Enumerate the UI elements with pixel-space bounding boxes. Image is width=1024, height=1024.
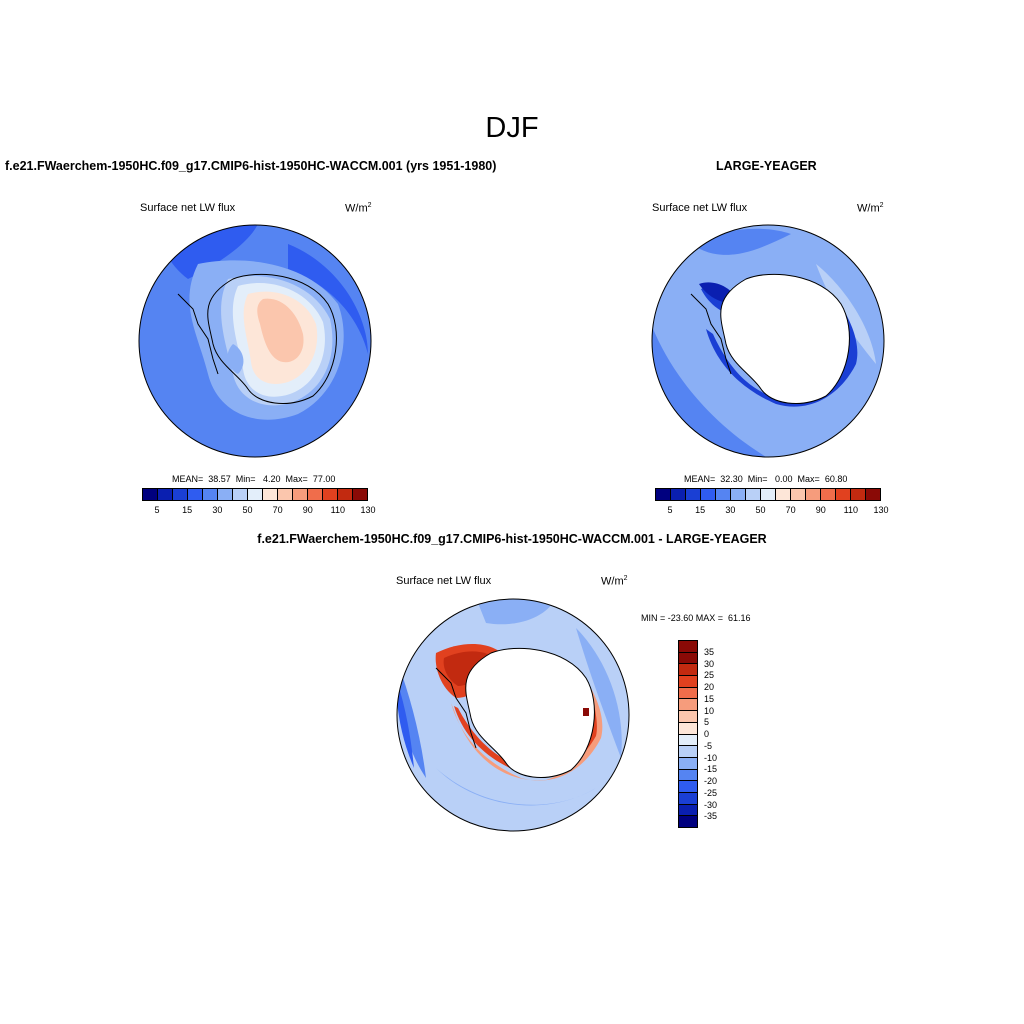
colorbar-box [806, 489, 821, 500]
colorbar-box [656, 489, 671, 500]
panel2-polar-map [651, 224, 885, 458]
colorbar-box [679, 722, 697, 735]
colorbar-box [679, 652, 697, 665]
colorbar-tick-label: 15 [704, 693, 715, 704]
colorbar-tick-label: 110 [330, 505, 346, 515]
colorbar-tick-label: 70 [272, 505, 283, 515]
colorbar-box [776, 489, 791, 500]
colorbar-tick-label: 5 [704, 717, 710, 728]
colorbar-box [173, 489, 188, 500]
panel1-stats: MEAN= 38.57 Min= 4.20 Max= 77.00 [172, 474, 336, 484]
colorbar-box [679, 769, 697, 782]
colorbar-tick-label: 15 [695, 505, 706, 515]
colorbar-box [679, 792, 697, 805]
colorbar-box [293, 489, 308, 500]
colorbar-tick-label: 10 [704, 705, 715, 716]
colorbar-box [821, 489, 836, 500]
panel3-colorbar-labels: 35 30 25 20 15 10 5 0 -5 -10 -15 -20 -25 -30 -35 [704, 640, 744, 828]
panel2-colorbar [655, 488, 881, 501]
colorbar-tick-label: 50 [242, 505, 253, 515]
colorbar-box [248, 489, 263, 500]
colorbar-box [308, 489, 323, 500]
colorbar-tick-label: 25 [704, 670, 715, 681]
colorbar-box [671, 489, 686, 500]
colorbar-box [278, 489, 293, 500]
colorbar-tick-label: -15 [704, 764, 718, 775]
colorbar-tick-label: 130 [873, 505, 889, 515]
colorbar-tick-label: 30 [704, 658, 715, 669]
colorbar-box [679, 664, 697, 677]
colorbar-box [791, 489, 806, 500]
panel3-case-title: f.e21.FWaerchem-1950HC.f09_g17.CMIP6-his… [257, 532, 767, 546]
colorbar-box [679, 746, 697, 758]
panel3-units-label: W/m2 [601, 575, 628, 588]
colorbar-box [233, 489, 248, 500]
colorbar-tick-label: 90 [815, 505, 826, 515]
colorbar-box [679, 734, 697, 747]
colorbar-box [746, 489, 761, 500]
panel1-polar-map [138, 224, 372, 458]
colorbar-tick-label: 30 [725, 505, 736, 515]
panel1-colorbar-labels: 5 15 30 50 70 90 110 130 [142, 505, 376, 517]
panel3-variable-label: Surface net LW flux [396, 575, 492, 587]
panel1-units-label: W/m2 [345, 202, 372, 215]
colorbar-box [761, 489, 776, 500]
panel2-colorbar-labels: 5 15 30 50 70 90 110 130 [655, 505, 889, 517]
colorbar-box [731, 489, 746, 500]
colorbar-box [679, 711, 697, 723]
colorbar-box [716, 489, 731, 500]
colorbar-tick-label: -25 [704, 787, 718, 798]
colorbar-box [701, 489, 716, 500]
colorbar-tick-label: 50 [755, 505, 766, 515]
colorbar-tick-label: 90 [302, 505, 313, 515]
colorbar-box [836, 489, 851, 500]
panel3-minmax: MIN = -23.60 MAX = 61.16 [641, 613, 751, 623]
panel1-colorbar [142, 488, 368, 501]
colorbar-tick-label: 110 [843, 505, 859, 515]
colorbar-box [679, 816, 697, 827]
colorbar-box [338, 489, 353, 500]
colorbar-tick-label: -10 [704, 752, 718, 763]
colorbar-box [679, 699, 697, 712]
colorbar-tick-label: 30 [212, 505, 223, 515]
colorbar-tick-label: -30 [704, 799, 718, 810]
panel2-stats: MEAN= 32.30 Min= 0.00 Max= 60.80 [684, 474, 848, 484]
colorbar-tick-label: 20 [704, 682, 715, 692]
colorbar-box [851, 489, 866, 500]
colorbar-box [679, 804, 697, 817]
colorbar-box [679, 757, 697, 770]
colorbar-box [203, 489, 218, 500]
colorbar-tick-label: 15 [182, 505, 193, 515]
panel3-colorbar [678, 640, 698, 828]
colorbar-box [679, 676, 697, 688]
colorbar-box [218, 489, 233, 500]
colorbar-box [353, 489, 367, 500]
colorbar-box [686, 489, 701, 500]
panel2-variable-label: Surface net LW flux [652, 202, 748, 214]
colorbar-tick-label: 70 [785, 505, 796, 515]
panel2-case-title: LARGE-YEAGER [716, 159, 817, 173]
colorbar-box [143, 489, 158, 500]
colorbar-box [679, 781, 697, 793]
colorbar-tick-label: 5 [667, 505, 673, 515]
colorbar-box [158, 489, 173, 500]
colorbar-tick-label: 130 [360, 505, 376, 515]
panel3-polar-map [396, 598, 630, 832]
colorbar-box [323, 489, 338, 500]
colorbar-tick-label: -35 [704, 811, 718, 822]
colorbar-tick-label: 0 [704, 729, 710, 739]
colorbar-box [679, 687, 697, 700]
colorbar-tick-label: -5 [704, 740, 713, 751]
colorbar-box [679, 641, 697, 653]
colorbar-box [263, 489, 278, 500]
colorbar-box [188, 489, 203, 500]
colorbar-tick-label: 35 [704, 646, 715, 657]
page-title: DJF [485, 112, 539, 144]
panel1-case-title: f.e21.FWaerchem-1950HC.f09_g17.CMIP6-his… [5, 159, 497, 173]
colorbar-tick-label: 5 [154, 505, 160, 515]
colorbar-tick-label: -20 [704, 776, 718, 786]
colorbar-box [866, 489, 880, 500]
panel1-variable-label: Surface net LW flux [140, 202, 236, 214]
panel2-units-label: W/m2 [857, 202, 884, 215]
